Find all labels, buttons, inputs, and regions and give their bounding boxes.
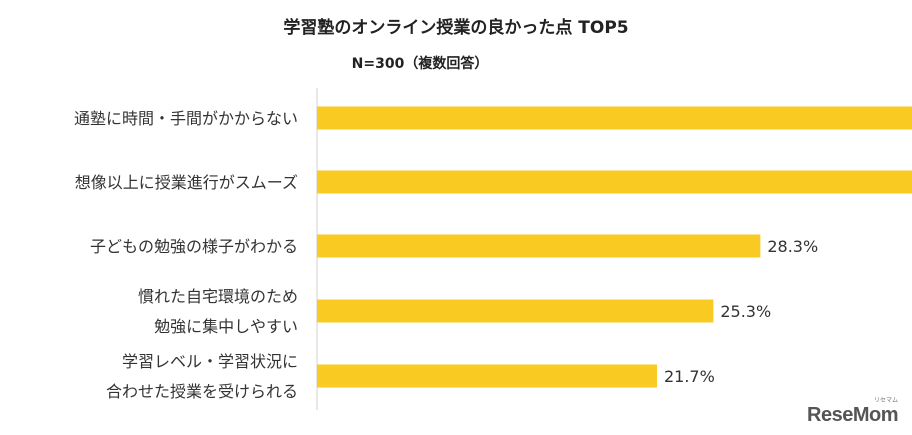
bar-3 [317, 234, 761, 258]
value-label-5: 21.7% [664, 367, 715, 386]
category-label-4-line-2: 勉強に集中しやすい [154, 317, 298, 336]
value-label-3: 28.3% [767, 237, 818, 256]
logo-text: ReseMom [807, 404, 898, 426]
chart-title: 学習塾のオンライン授業の良かった点 TOP5 [283, 17, 628, 38]
category-label-1: 通塾に時間・手間がかからない [74, 109, 298, 128]
category-label-4-line-1: 慣れた自宅環境のため [138, 287, 298, 306]
bar-4 [317, 299, 714, 323]
bar-1 [317, 106, 912, 130]
category-label-3: 子どもの勉強の様子がわかる [90, 237, 298, 256]
category-label-2: 想像以上に授業進行がスムーズ [75, 173, 298, 192]
category-label-5-line-1: 学習レベル・学習状況に [122, 352, 298, 371]
bar-2 [317, 170, 912, 194]
chart-marks: 53.7%通塾に時間・手間がかからない48.7%想像以上に授業進行がスムーズ28… [74, 106, 912, 401]
resemom-logo: リセマム ReseMom [807, 398, 898, 427]
value-label-4: 25.3% [720, 302, 771, 321]
logo-small-text: リセマム [873, 398, 898, 404]
bar-5 [317, 364, 657, 388]
chart-subtitle: N=300（複数回答） [352, 55, 489, 72]
category-label-5-line-2: 合わせた授業を受けられる [106, 382, 298, 401]
